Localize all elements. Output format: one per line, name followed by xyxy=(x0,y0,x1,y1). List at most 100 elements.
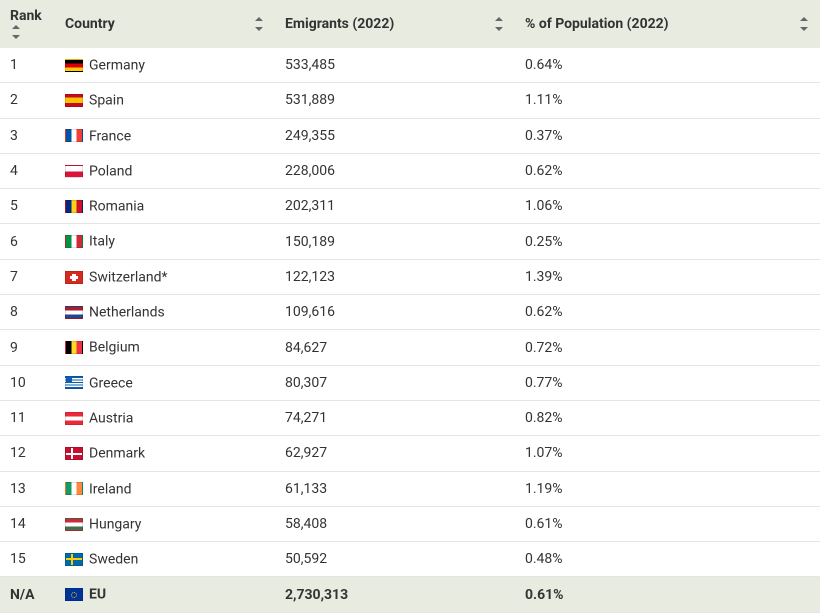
cell-country: Austria xyxy=(55,400,275,435)
cell-percent: 0.48% xyxy=(515,542,820,577)
cell-rank: 3 xyxy=(0,118,55,153)
country-name: Belgium xyxy=(89,340,140,356)
col-header-percent[interactable]: % of Population (2022) xyxy=(515,0,820,48)
cell-percent: 0.64% xyxy=(515,48,820,83)
table-row: 8Netherlands109,6160.62% xyxy=(0,295,820,330)
cell-country: Sweden xyxy=(55,542,275,577)
country-name: Germany xyxy=(89,57,145,73)
table-row: 1Germany533,4850.64% xyxy=(0,48,820,83)
cell-country: Switzerland* xyxy=(55,259,275,294)
flag-icon xyxy=(65,588,83,601)
sort-icon xyxy=(255,17,265,31)
cell-emigrants: 533,485 xyxy=(275,48,515,83)
flag-icon xyxy=(65,482,83,495)
table-row: 13Ireland61,1331.19% xyxy=(0,471,820,506)
sort-icon xyxy=(12,25,22,39)
cell-rank: 14 xyxy=(0,506,55,541)
col-header-percent-label: % of Population (2022) xyxy=(525,16,669,32)
cell-percent: 1.11% xyxy=(515,83,820,118)
cell-country: Greece xyxy=(55,365,275,400)
cell-emigrants: 58,408 xyxy=(275,506,515,541)
flag-icon xyxy=(65,306,83,319)
country-name: Austria xyxy=(89,410,133,426)
table-row: 15Sweden50,5920.48% xyxy=(0,542,820,577)
cell-rank: 13 xyxy=(0,471,55,506)
col-header-emigrants[interactable]: Emigrants (2022) xyxy=(275,0,515,48)
country-name: Italy xyxy=(89,234,115,250)
flag-icon xyxy=(65,553,83,566)
country-name: Greece xyxy=(89,375,133,391)
cell-rank: N/A xyxy=(0,577,55,612)
sort-icon xyxy=(495,17,505,31)
cell-emigrants: 2,730,313 xyxy=(275,577,515,612)
cell-emigrants: 150,189 xyxy=(275,224,515,259)
table-total-row: N/AEU2,730,3130.61% xyxy=(0,577,820,612)
flag-icon xyxy=(65,235,83,248)
flag-icon xyxy=(65,94,83,107)
country-name: Netherlands xyxy=(89,304,165,320)
cell-country: EU xyxy=(55,577,275,612)
table-row: 10Greece80,3070.77% xyxy=(0,365,820,400)
cell-percent: 0.82% xyxy=(515,400,820,435)
cell-rank: 12 xyxy=(0,436,55,471)
cell-percent: 0.72% xyxy=(515,330,820,365)
cell-country: Poland xyxy=(55,153,275,188)
flag-icon xyxy=(65,165,83,178)
cell-emigrants: 74,271 xyxy=(275,400,515,435)
flag-icon xyxy=(65,271,83,284)
cell-country: Spain xyxy=(55,83,275,118)
country-name: Spain xyxy=(89,93,124,109)
cell-emigrants: 109,616 xyxy=(275,295,515,330)
country-name: Switzerland* xyxy=(89,269,168,285)
table-row: 4Poland228,0060.62% xyxy=(0,153,820,188)
table-row: 2 Spain 531,8891.11% xyxy=(0,83,820,118)
col-header-rank[interactable]: Rank xyxy=(0,0,55,48)
sort-icon xyxy=(800,17,810,31)
flag-icon xyxy=(65,412,83,425)
cell-country: Belgium xyxy=(55,330,275,365)
cell-percent: 1.19% xyxy=(515,471,820,506)
cell-rank: 11 xyxy=(0,400,55,435)
cell-rank: 15 xyxy=(0,542,55,577)
table-row: 3France249,3550.37% xyxy=(0,118,820,153)
cell-emigrants: 249,355 xyxy=(275,118,515,153)
table-row: 5Romania202,3111.06% xyxy=(0,189,820,224)
cell-rank: 6 xyxy=(0,224,55,259)
cell-emigrants: 80,307 xyxy=(275,365,515,400)
flag-icon xyxy=(65,129,83,142)
cell-country: Germany xyxy=(55,48,275,83)
emigrants-table: Rank Country Emigrants (2022) % of Popul… xyxy=(0,0,820,613)
col-header-country[interactable]: Country xyxy=(55,0,275,48)
cell-percent: 0.25% xyxy=(515,224,820,259)
cell-country: Netherlands xyxy=(55,295,275,330)
country-name: Denmark xyxy=(89,446,145,462)
country-name: Ireland xyxy=(89,481,132,497)
country-name: Romania xyxy=(89,198,144,214)
flag-icon xyxy=(65,200,83,213)
cell-rank: 2 xyxy=(0,83,55,118)
table-row: 9Belgium84,6270.72% xyxy=(0,330,820,365)
cell-percent: 0.62% xyxy=(515,295,820,330)
table-row: 7Switzerland*122,1231.39% xyxy=(0,259,820,294)
flag-icon xyxy=(65,341,83,354)
table-row: 11 Austria 74,2710.82% xyxy=(0,400,820,435)
cell-country: Denmark xyxy=(55,436,275,471)
cell-percent: 1.07% xyxy=(515,436,820,471)
country-name: France xyxy=(89,128,131,144)
country-name: Hungary xyxy=(89,516,141,532)
cell-rank: 7 xyxy=(0,259,55,294)
cell-emigrants: 202,311 xyxy=(275,189,515,224)
cell-percent: 0.61% xyxy=(515,577,820,612)
cell-emigrants: 531,889 xyxy=(275,83,515,118)
cell-emigrants: 228,006 xyxy=(275,153,515,188)
cell-percent: 0.61% xyxy=(515,506,820,541)
cell-emigrants: 62,927 xyxy=(275,436,515,471)
cell-percent: 1.39% xyxy=(515,259,820,294)
col-header-emigrants-label: Emigrants (2022) xyxy=(285,16,394,32)
cell-percent: 0.62% xyxy=(515,153,820,188)
flag-icon xyxy=(65,447,83,460)
col-header-country-label: Country xyxy=(65,16,115,32)
cell-rank: 9 xyxy=(0,330,55,365)
table-row: 12 Denmark 62,9271.07% xyxy=(0,436,820,471)
country-name: Poland xyxy=(89,163,132,179)
